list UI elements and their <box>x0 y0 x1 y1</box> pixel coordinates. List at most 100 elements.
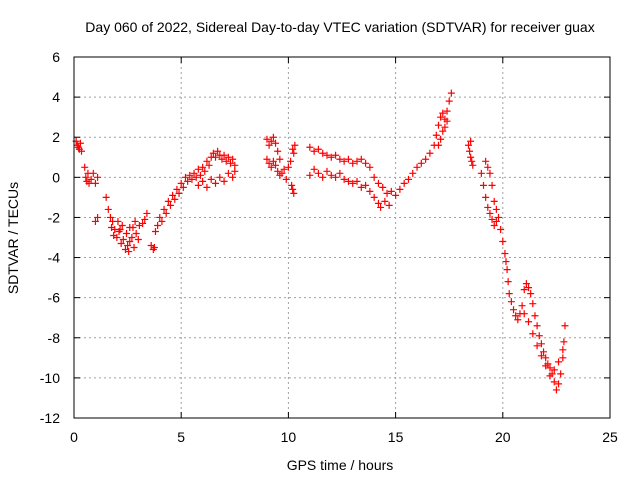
data-point <box>404 175 412 183</box>
data-point <box>518 302 526 310</box>
data-point <box>502 258 510 266</box>
data-point <box>192 173 200 181</box>
data-point <box>560 338 568 346</box>
data-point <box>82 173 90 181</box>
data-point <box>94 213 102 221</box>
data-point <box>332 173 340 181</box>
data-point <box>141 215 149 223</box>
data-point <box>561 322 569 330</box>
data-point <box>469 161 477 169</box>
data-point <box>196 171 204 179</box>
data-point <box>482 193 490 201</box>
data-point <box>269 157 277 165</box>
data-point <box>114 217 122 225</box>
data-point <box>272 161 280 169</box>
data-point <box>119 236 127 244</box>
data-point <box>434 121 442 129</box>
data-point <box>525 284 533 292</box>
data-point <box>288 181 296 189</box>
data-point <box>319 149 327 157</box>
data-point <box>129 223 137 231</box>
data-point <box>212 153 220 161</box>
data-point <box>531 312 539 320</box>
y-tick-label: 6 <box>52 49 60 65</box>
x-tick-label: 20 <box>495 429 511 445</box>
data-point <box>344 177 352 185</box>
data-point <box>175 189 183 197</box>
data-point <box>282 175 290 183</box>
data-point <box>443 107 451 115</box>
data-point <box>557 370 565 378</box>
data-point <box>267 163 275 171</box>
data-point <box>125 248 133 256</box>
data-point <box>314 169 322 177</box>
data-point <box>503 266 511 274</box>
data-point <box>265 141 273 149</box>
data-point <box>550 378 558 386</box>
data-point <box>507 298 515 306</box>
data-point <box>417 159 425 167</box>
data-point <box>128 234 136 241</box>
data-point <box>441 123 449 131</box>
data-point <box>116 225 124 233</box>
data-point <box>209 149 217 157</box>
data-point <box>464 141 472 149</box>
data-point <box>130 244 138 252</box>
data-point <box>91 217 99 225</box>
data-point <box>332 151 340 159</box>
data-point <box>227 159 235 167</box>
data-point <box>484 203 492 211</box>
data-point <box>327 171 335 179</box>
data-point <box>336 155 344 163</box>
data-point <box>287 157 295 165</box>
data-point <box>505 290 513 298</box>
data-point <box>527 290 535 298</box>
data-point <box>550 366 558 374</box>
data-point <box>512 312 520 320</box>
data-point <box>468 157 476 165</box>
data-point <box>432 131 440 139</box>
data-point <box>540 348 548 356</box>
data-point <box>488 181 496 189</box>
data-point <box>207 175 215 183</box>
data-point <box>340 157 348 165</box>
data-point <box>265 159 273 167</box>
data-point <box>87 175 95 183</box>
data-point <box>179 183 187 191</box>
data-point <box>117 240 125 248</box>
data-point <box>490 197 498 205</box>
data-point <box>181 173 189 181</box>
data-point <box>151 227 159 235</box>
data-point <box>199 163 207 171</box>
data-point <box>529 330 537 338</box>
data-point <box>443 117 451 125</box>
data-point <box>177 179 185 187</box>
data-point <box>504 278 512 286</box>
data-point <box>291 141 299 149</box>
y-tick-label: -12 <box>40 410 60 426</box>
data-point <box>413 163 421 171</box>
data-point <box>486 209 494 217</box>
data-point <box>484 163 492 171</box>
data-point <box>280 165 288 173</box>
data-point <box>501 250 509 258</box>
data-point <box>290 189 298 197</box>
x-axis-label: GPS time / hours <box>287 457 394 473</box>
data-point <box>263 155 271 163</box>
data-point <box>166 201 174 209</box>
data-point <box>362 159 370 167</box>
data-point <box>216 173 224 181</box>
data-point <box>323 151 331 159</box>
chart-title: Day 060 of 2022, Sidereal Day-to-day VTE… <box>85 19 594 35</box>
data-point <box>81 163 89 171</box>
data-point <box>370 193 378 201</box>
data-point <box>158 217 166 225</box>
data-point <box>426 149 434 157</box>
data-point <box>205 161 213 169</box>
data-point <box>269 133 277 141</box>
data-point <box>349 159 357 167</box>
data-point <box>94 173 102 181</box>
data-point <box>344 155 352 163</box>
data-point <box>490 221 498 229</box>
